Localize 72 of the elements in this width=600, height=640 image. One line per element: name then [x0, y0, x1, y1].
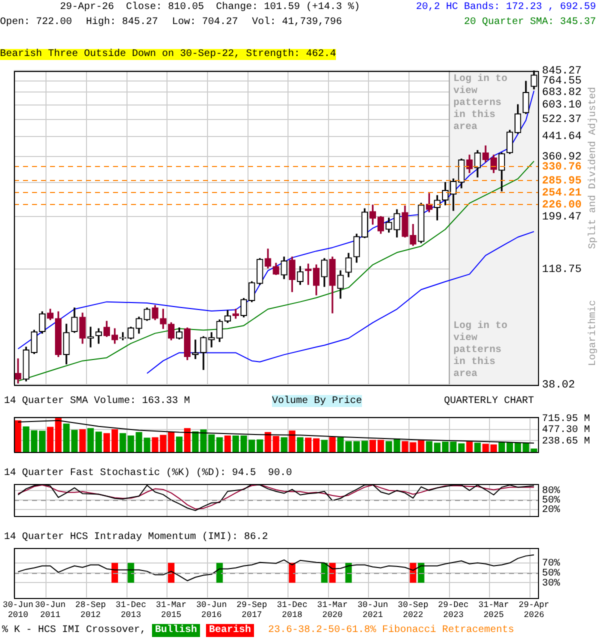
y-tick-label: 715.95 M [542, 414, 590, 425]
text: Bearish Three Outside Down on 30-Sep-22, Strength: 462.4 [0, 49, 336, 60]
bar [296, 437, 304, 452]
legend-title: % K - HCS IMI Crossover, [2, 624, 146, 637]
x-tick-label: 29-Dec 2023 [438, 600, 469, 620]
bar [79, 429, 86, 452]
text: 23.6-38.2-50-61.8% Fibonacci Retracements [268, 624, 514, 637]
y-tick-label: 70% [542, 558, 560, 570]
x-tick-label: 31-Mar 2015 [156, 600, 187, 620]
bar [329, 437, 336, 452]
ref-line-label: 254.21 [542, 187, 582, 200]
x-tick-label: 29-Sep 2017 [236, 600, 268, 620]
bar [288, 430, 296, 452]
chart-title: 14 Quarter SMA Volume: 163.33 M [4, 395, 190, 407]
text: Change: 101.59 (+14.3 %) [216, 1, 360, 14]
text: Log in to view patterns in this area [453, 320, 508, 380]
bar [144, 438, 150, 452]
text: QUARTERLY CHART [444, 395, 534, 407]
y-tick-label: 441.64 [542, 131, 582, 144]
bar [176, 436, 183, 452]
text: 29-Apr-26 [60, 1, 114, 14]
text: Close: 810.05 [126, 1, 204, 14]
bar [402, 441, 408, 452]
ref-line-label: 285.95 [542, 175, 582, 188]
text: Vol: 41,739,796 [252, 16, 342, 29]
x-tick-label: 30-Sep 2022 [398, 600, 428, 620]
y-tick-label: 522.37 [542, 114, 582, 126]
bar [280, 437, 288, 452]
text: 20,2 HC Bands: 172.23 , 692.59 [416, 1, 596, 14]
y-tick-label: 38.02 [542, 379, 576, 392]
text: Bearish [206, 624, 254, 637]
text: Split and Dividend Adjusted [586, 87, 600, 250]
x-tick-label: 31-Mar 2020 [317, 600, 348, 620]
bar [337, 437, 344, 452]
y-tick-label: 683.82 [542, 86, 582, 99]
bar [184, 428, 191, 452]
bar [14, 420, 22, 452]
y-tick-label: 20% [542, 505, 560, 516]
x-tick-label: 30-Jun 2010 [2, 600, 34, 620]
x-tick-label: 28-Sep 2012 [75, 600, 106, 620]
y-tick-label: 238.65 M [542, 436, 590, 448]
bar [321, 440, 328, 452]
text: 20 Quarter SMA: 345.37 [464, 16, 596, 29]
text: Open: 722.00 [0, 16, 72, 29]
x-tick-label: 29-Apr 2026 [518, 600, 550, 620]
y-tick-label: 50% [542, 568, 560, 580]
y-tick-label: 764.55 [542, 76, 582, 88]
x-tick-label: 30-Jun 2021 [357, 600, 388, 620]
chart-title: 14 Quarter Fast Stochastic (%K) (%D): 94.5 90.0 [4, 468, 292, 479]
ref-line-label: 226.00 [542, 199, 582, 212]
chart-title: 14 Quarter HCS Intraday Momentum (IMI): 86.2 [4, 532, 268, 543]
x-tick-label: 31-Mar 2025 [478, 600, 509, 620]
bar [224, 435, 231, 452]
x-tick-label: 30-Jun 2016 [196, 600, 227, 620]
candlestick [208, 332, 215, 348]
text: Bullish [152, 624, 200, 637]
x-tick-label: 30-Jun 2011 [34, 600, 66, 620]
text: Volume By Price [272, 395, 362, 407]
ref-line-label: 330.76 [542, 161, 582, 174]
y-tick-label: 603.10 [542, 100, 582, 112]
y-tick-label: 477.30 M [542, 425, 590, 436]
x-tick-label: 31-Dec 2018 [276, 600, 308, 620]
text: Logarithmic [586, 300, 600, 366]
bar [474, 442, 481, 452]
bar [466, 442, 473, 452]
y-tick-label: 30% [542, 578, 560, 590]
text: High: 845.27 [86, 16, 158, 29]
band-label: Log in to view patterns in this area [453, 73, 508, 134]
y-tick-label: 118.75 [542, 264, 582, 276]
x-tick-label: 31-Dec 2013 [116, 600, 146, 620]
y-tick-label: 199.47 [542, 212, 582, 224]
text: Low: 704.27 [172, 16, 238, 29]
